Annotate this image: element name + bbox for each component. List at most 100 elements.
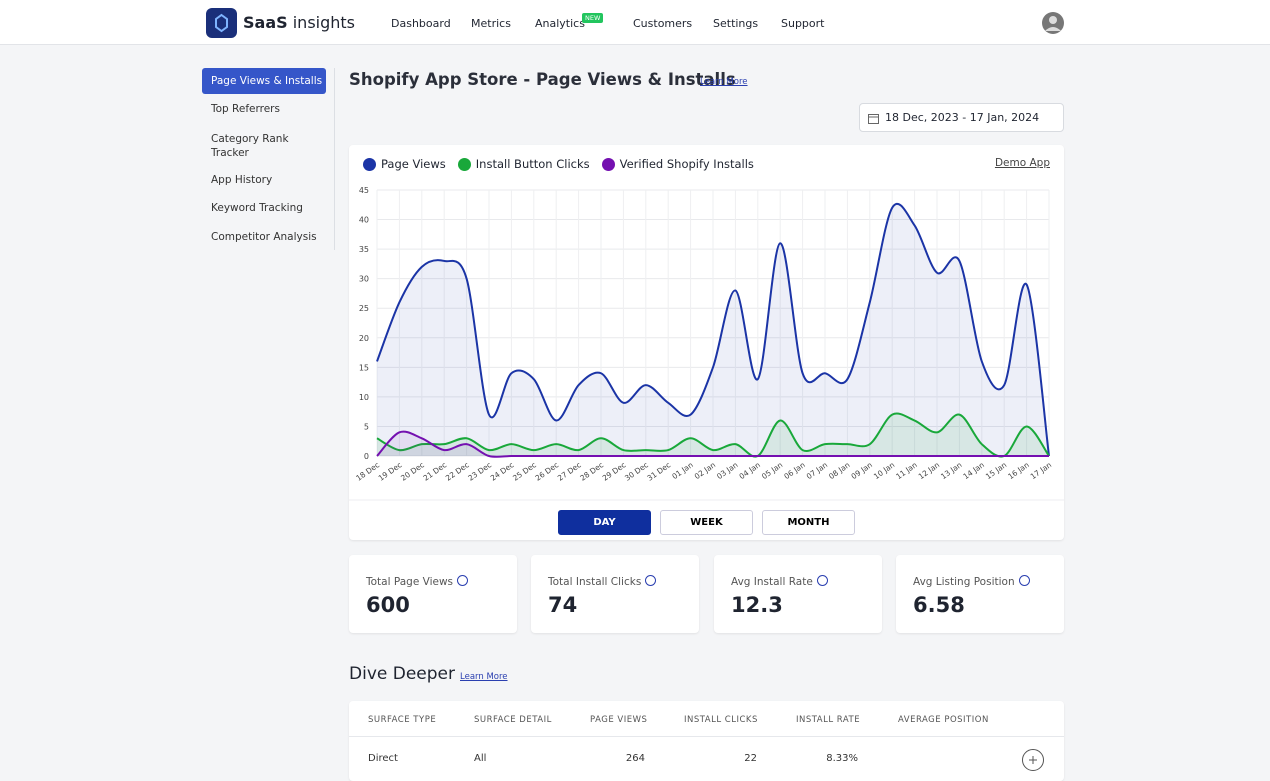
line xyxy=(376,412,1050,458)
table-header: SURFACE TYPE xyxy=(368,715,437,725)
x-tick-label: 17 Jan xyxy=(1029,460,1054,481)
brand-light: insights xyxy=(292,13,356,32)
demo-app-link[interactable]: Demo App xyxy=(994,157,1050,169)
x-tick-label: 26 Dec xyxy=(534,460,561,483)
x-tick-label: 22 Dec xyxy=(444,460,471,483)
expand-button[interactable] xyxy=(1021,748,1045,772)
x-tick-label: 28 Dec xyxy=(578,460,605,483)
sidebar-item[interactable]: Keyword Tracking xyxy=(211,202,303,214)
x-tick-label: 20 Dec xyxy=(399,460,426,483)
stat-label: Avg Install Rate xyxy=(731,575,828,588)
logo xyxy=(206,8,237,38)
table-header: AVERAGE POSITION xyxy=(898,715,989,725)
x-tick-label: 27 Dec xyxy=(556,460,583,483)
area xyxy=(377,203,1049,456)
learn-more[interactable]: Learn More xyxy=(700,77,748,87)
nav-link[interactable]: Settings xyxy=(713,17,759,30)
chart-card: 0 5 10 15 20 25 30 35 40 45 18 Dec 19 Dec 20 Dec 21 D… xyxy=(349,145,1064,540)
legend: Page Views Install Button Clicks Verified … xyxy=(363,157,754,171)
legend-item: Verified Shopify Installs xyxy=(601,157,754,171)
table-divider xyxy=(349,736,1064,737)
stat-card: Total Install Clicks 74 xyxy=(531,555,699,633)
x-tick-label: 24 Dec xyxy=(489,460,516,483)
table-header: SURFACE DETAIL xyxy=(474,715,552,725)
sidebar-active[interactable] xyxy=(202,68,326,94)
x-tick-label: 12 Jan xyxy=(917,460,942,481)
y-tick-label: 0 xyxy=(364,452,369,461)
x-tick-label: 25 Dec xyxy=(511,460,538,483)
legend-item: Page Views xyxy=(363,157,446,171)
sidebar-item[interactable]: Category Rank Tracker xyxy=(211,133,289,159)
page-title: Shopify App Store - Page Views & Install… xyxy=(349,70,736,89)
x-tick-label: 30 Dec xyxy=(623,460,650,483)
top-nav: SaaS insights Dashboard Metrics Analytic… xyxy=(0,0,1270,45)
stat-value: 6.58 xyxy=(913,593,965,617)
sidebar-item[interactable]: Top Referrers xyxy=(211,103,280,115)
stat-card: Avg Install Rate 12.3 xyxy=(714,555,882,633)
sidebar-item[interactable]: Competitor Analysis xyxy=(211,231,317,243)
legend-item: Install Button Clicks xyxy=(457,157,590,171)
brand-bold: SaaS xyxy=(243,13,288,32)
period-button[interactable]: MONTH xyxy=(762,510,855,535)
y-tick-label: 20 xyxy=(359,334,369,343)
date-picker[interactable]: 18 Dec, 2023 - 17 Jan, 2024 xyxy=(859,103,1064,132)
y-tick-label: 25 xyxy=(359,304,369,313)
date-range: 18 Dec, 2023 - 17 Jan, 2024 xyxy=(885,111,1040,124)
y-tick-label: 35 xyxy=(359,245,369,254)
learn-more[interactable]: Learn More xyxy=(460,672,508,682)
line xyxy=(376,202,1050,457)
nav-link[interactable]: Metrics xyxy=(471,17,511,30)
table-cell: 22 xyxy=(744,753,757,764)
line xyxy=(376,430,1049,458)
x-tick-label: 02 Jan xyxy=(693,460,718,481)
stat-card: Avg Listing Position 6.58 xyxy=(896,555,1064,633)
legend-label: Page Views xyxy=(381,157,446,171)
table-cell: 264 xyxy=(625,753,645,764)
sidebar-item[interactable]: App History xyxy=(211,174,273,186)
logo-icon xyxy=(215,13,228,33)
x-tick-label: 11 Jan xyxy=(894,460,919,481)
period-button[interactable]: WEEK xyxy=(660,510,753,535)
x-tick-label: 04 Jan xyxy=(738,460,763,481)
info-icon xyxy=(457,575,469,586)
stat-value: 12.3 xyxy=(731,593,783,617)
y-tick-label: 5 xyxy=(364,422,369,431)
stat-label: Avg Listing Position xyxy=(913,575,1030,588)
x-tick-label: 06 Jan xyxy=(782,460,807,481)
table-header: INSTALL RATE xyxy=(796,715,861,725)
stat-value: 74 xyxy=(548,593,578,617)
sidebar-divider xyxy=(334,68,335,250)
nav-link[interactable]: Analytics xyxy=(535,17,585,30)
stat-label: Total Page Views xyxy=(366,575,469,588)
x-tick-label: 14 Jan xyxy=(962,460,987,481)
legend-swatch xyxy=(363,157,376,171)
calendar-icon xyxy=(868,114,879,124)
table-cell: 8.33% xyxy=(826,753,858,764)
section-title: Dive Deeper xyxy=(349,664,455,684)
nav-link[interactable]: Dashboard xyxy=(391,17,451,30)
nav-link[interactable]: Customers xyxy=(633,17,693,30)
avatar[interactable] xyxy=(1041,11,1065,35)
y-tick-label: 30 xyxy=(359,275,369,284)
legend-swatch xyxy=(601,157,615,171)
info-icon xyxy=(645,575,657,586)
y-tick-label: 10 xyxy=(359,393,369,402)
y-tick-label: 40 xyxy=(359,216,369,225)
info-icon xyxy=(816,575,828,586)
legend-label: Install Button Clicks xyxy=(475,157,590,171)
x-tick-label: 01 Jan xyxy=(670,460,695,481)
x-tick-label: 19 Dec xyxy=(377,460,404,483)
nav-link[interactable]: Support xyxy=(781,17,825,30)
x-tick-label: 07 Jan xyxy=(805,460,830,481)
x-tick-label: 15 Jan xyxy=(984,460,1009,481)
badge: NEW xyxy=(582,13,604,23)
period-button[interactable]: DAY xyxy=(558,510,651,535)
sidebar-item[interactable]: Page Views & Installs xyxy=(211,75,323,87)
x-tick-label: 10 Jan xyxy=(872,460,897,481)
legend-label: Verified Shopify Installs xyxy=(619,157,754,171)
info-icon xyxy=(1018,575,1030,586)
legend-swatch xyxy=(457,157,471,171)
table-card xyxy=(349,701,1064,781)
